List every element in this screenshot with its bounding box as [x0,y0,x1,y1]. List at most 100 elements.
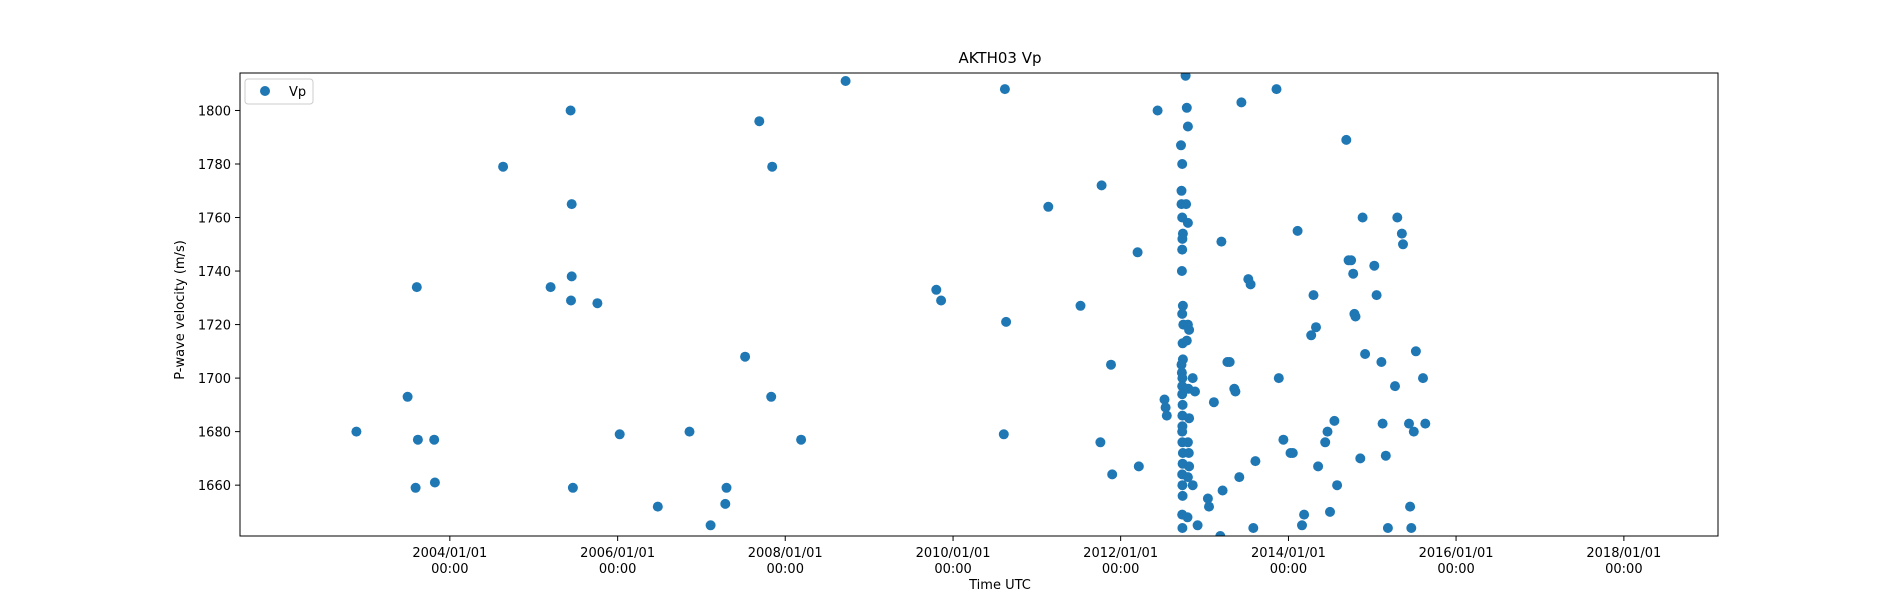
data-point [1396,228,1407,239]
data-point [1410,346,1421,357]
data-point [1177,490,1188,501]
data-point [1357,212,1368,223]
legend-marker-vp [260,86,270,96]
plot-area-frame [239,72,1719,537]
data-point [1180,73,1191,81]
data-point [998,429,1009,440]
y-tick-label: 1720 [198,319,231,334]
data-point [1404,418,1414,429]
data-point [412,434,423,445]
data-point [1177,426,1188,437]
data-point [1234,472,1245,483]
data-point [1392,212,1403,223]
data-point [1418,373,1428,384]
data-point [1217,485,1228,496]
chart-title: AKTH03 Vp [958,49,1041,67]
data-point [1271,84,1282,95]
data-point [567,482,578,493]
data-point [1177,373,1188,384]
data-point [1096,180,1107,191]
y-axis: 1660 1680 1700 1720 1740 1760 1780 1800 [198,104,240,494]
data-point [1182,121,1193,132]
data-point [1176,359,1187,370]
data-point [1287,448,1298,458]
data-point [1376,357,1387,367]
legend-box [244,78,314,105]
data-point [1187,480,1198,491]
data-point [1075,300,1086,311]
data-point [1341,134,1352,145]
data-point [545,282,556,293]
x-tick-label: 00:00 [1605,562,1642,577]
data-point [1184,413,1195,424]
data-point [565,105,576,116]
data-point [1177,480,1188,491]
y-axis-label: P-wave velocity (m/s) [173,240,188,380]
x-axis: 2004/01/0100:002006/01/0100:002008/01/01… [412,536,1661,577]
data-point [754,116,765,127]
x-tick-label: 00:00 [1102,562,1139,577]
x-tick-label: 00:00 [1270,562,1307,577]
x-tick-label: 00:00 [599,562,636,577]
y-tick-label: 1740 [198,265,231,280]
data-point [1308,290,1319,301]
data-point [796,434,807,445]
data-point [1250,456,1261,467]
data-point [931,284,942,295]
data-point [1273,373,1284,384]
data-point [1208,397,1219,408]
data-point [566,295,576,306]
x-tick-label: 2018/01/01 [1586,546,1661,561]
data-point [766,391,777,402]
data-point [1350,311,1361,322]
data-point [1406,523,1417,533]
data-point [498,161,509,172]
data-point [1236,97,1247,108]
data-point [1184,461,1195,472]
data-point [1311,322,1321,333]
data-point [1215,531,1226,536]
data-point [1176,266,1187,276]
data-point [402,391,413,402]
data-point [1346,255,1357,266]
data-point [999,84,1010,95]
data-point [767,161,778,172]
legend-label-vp: Vp [289,85,306,100]
data-point [1190,386,1200,397]
data-point [1299,509,1310,520]
data-point [1369,260,1380,271]
data-point [840,76,851,86]
data-point [936,295,947,306]
data-point [1371,290,1382,301]
data-point [1181,102,1192,113]
data-point [1187,373,1198,384]
data-point [1182,512,1193,523]
data-point [1390,381,1400,392]
data-point [1230,386,1241,397]
data-point [1177,159,1188,169]
data-point [1292,225,1303,236]
data-point [1408,426,1419,437]
data-point [1348,268,1359,279]
data-point [1182,437,1193,448]
data-point [1176,185,1187,196]
data-point [1380,450,1391,461]
data-point [1177,399,1188,410]
data-point [1306,330,1317,341]
y-tick-label: 1700 [198,372,231,387]
data-point [1043,201,1054,212]
data-point [592,298,603,309]
data-point [1382,523,1393,533]
data-point [1182,319,1193,330]
data-point [1420,418,1431,429]
x-tick-label: 2006/01/01 [580,546,655,561]
data-point [1177,244,1188,255]
data-point [1360,349,1371,359]
data-points [351,73,1431,536]
data-point [1183,448,1194,458]
legend: Vp [244,78,314,105]
data-point [1332,480,1343,491]
data-point [1248,523,1259,533]
data-point [1325,506,1335,517]
